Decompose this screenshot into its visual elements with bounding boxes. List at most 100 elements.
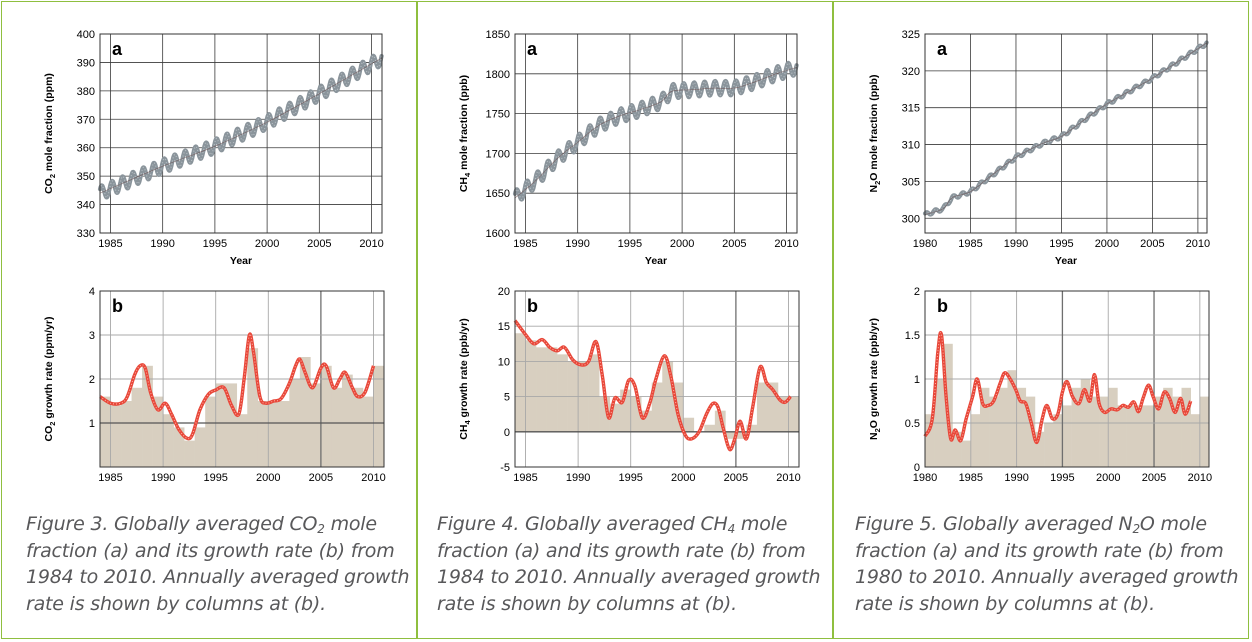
y-tick-label-15: 15: [498, 321, 510, 333]
x-tick-label-2000: 2000: [255, 238, 279, 250]
y-axis-label: N2O mole fraction (ppb): [868, 75, 882, 193]
x-tick-label-1980: 1980: [913, 472, 937, 484]
x-tick-label-1980: 1980: [913, 238, 937, 250]
growth-bar-2009: [1190, 414, 1201, 467]
panel-label: b: [527, 296, 538, 316]
y-tick-label-20: 20: [498, 286, 510, 298]
x-tick-label-2005: 2005: [309, 472, 333, 484]
x-tick-label-2010: 2010: [774, 238, 798, 250]
growth-bar-1998: [1089, 396, 1100, 467]
growth-bar-2006: [331, 387, 343, 467]
y-tick-label-315: 315: [902, 103, 920, 115]
x-tick-label-1995: 1995: [1049, 238, 1073, 250]
y-axis-label-sub: 2: [873, 181, 882, 185]
x-tick-label-1985: 1985: [958, 238, 982, 250]
growth-bar-2000: [1108, 387, 1118, 467]
growth-bar-1984: [515, 333, 526, 432]
growth-bar-1989: [1007, 370, 1017, 467]
growth-bar-2000: [268, 401, 280, 467]
growth-rate-dots: [99, 333, 374, 440]
growth-bar-2010: [788, 396, 800, 432]
y-axis-label-rest: mole fraction (ppb): [458, 75, 470, 173]
y-tick-label-390: 390: [77, 57, 95, 69]
growth-bar-1988: [998, 387, 1008, 467]
y-tick-label-1700: 1700: [486, 148, 510, 160]
growth-bar-1984: [961, 440, 972, 467]
growth-bar-1985: [525, 340, 537, 432]
growth-rate-series: [99, 332, 376, 441]
figure-3-caption-text: Figure 3. Globally averaged CO2 mole fra…: [26, 513, 410, 615]
x-tick-label-2000: 2000: [256, 472, 280, 484]
growth-bar-2004: [310, 383, 322, 467]
y-tick-label-320: 320: [902, 66, 920, 78]
growth-bar-1998: [247, 348, 259, 467]
ch4-mole-fraction-chart: 1985 1990 1995 2000 2005 2010 1600 1650 1700 1750…: [458, 29, 799, 267]
y-tick-label-300: 300: [902, 213, 920, 225]
growth-bar-2010: [1199, 396, 1210, 467]
growth-bar-2000: [683, 417, 695, 432]
growth-bar-1980: [925, 414, 935, 467]
y-axis-label-sub: 2: [873, 428, 882, 432]
y-tick-label-10: 10: [498, 356, 510, 368]
y-axis-label-main: CH: [458, 425, 470, 440]
growth-bar-2002: [1126, 405, 1137, 467]
x-tick-label-1990: 1990: [151, 472, 175, 484]
trend-line: [99, 57, 383, 194]
growth-bar-1987: [131, 387, 143, 467]
y-axis-label-main: N: [868, 432, 880, 440]
growth-bar-2005: [1154, 396, 1164, 467]
growth-bar-1986: [536, 347, 547, 432]
growth-bar-1991: [1025, 396, 1036, 467]
y-tick-label-2: 2: [89, 374, 95, 386]
y-axis-label-rest: mole fraction (ppm): [43, 73, 55, 174]
x-tick-label-2005: 2005: [1142, 472, 1166, 484]
column-divider-2: [832, 1, 834, 639]
x-tick-label-2000: 2000: [671, 472, 695, 484]
growth-bar-2001: [1117, 405, 1127, 467]
x-tick-label-1995: 1995: [618, 238, 642, 250]
x-tick-label-1990: 1990: [566, 472, 590, 484]
y-tick-label-370: 370: [77, 114, 95, 126]
figure-4-caption: Figure 4. Globally averaged CH4 mole fra…: [437, 511, 829, 617]
growth-bar-1993: [609, 403, 621, 432]
y-tick-label--5: -5: [500, 462, 510, 474]
y-tick-label-325: 325: [902, 29, 920, 41]
y-tick-label-0: 0: [504, 427, 510, 439]
growth-bar-1994: [205, 396, 217, 467]
y-tick-label-1: 1: [914, 374, 920, 386]
y-tick-label-1.5: 1.5: [905, 330, 920, 342]
plot-area: [515, 34, 797, 233]
annual-growth-bars: [100, 348, 385, 467]
y-axis-label-rest: O growth rate (ppb/yr): [868, 318, 880, 428]
mole-fraction-dots: [924, 42, 1208, 216]
growth-bar-2008: [352, 387, 364, 467]
y-axis-label-rest: growth rate (ppb/yr): [458, 318, 470, 420]
growth-bar-1996: [226, 383, 238, 467]
y-tick-label-340: 340: [77, 200, 95, 212]
growth-bar-1988: [142, 365, 153, 467]
y-tick-label-5: 5: [504, 392, 510, 404]
x-tick-label-1985: 1985: [98, 472, 122, 484]
x-tick-label-2010: 2010: [776, 472, 800, 484]
x-tick-label-2010: 2010: [1186, 238, 1210, 250]
y-tick-label-1800: 1800: [486, 69, 510, 81]
x-tick-label-2010: 2010: [1188, 472, 1212, 484]
growth-bar-1996: [1071, 387, 1082, 467]
growth-bar-1992: [184, 440, 195, 467]
growth-rate-dots: [924, 332, 1192, 443]
y-tick-label-1650: 1650: [486, 188, 510, 200]
y-axis-label: CH4 growth rate (ppb/yr): [458, 318, 472, 439]
y-axis-label-rest: growth rate (ppm/yr): [43, 317, 55, 422]
plot-frame: [514, 33, 798, 234]
growth-bar-1990: [1016, 387, 1027, 467]
y-axis-label: CO2 mole fraction (ppm): [43, 73, 57, 194]
growth-bar-1997: [651, 382, 663, 432]
growth-bar-1994: [1053, 414, 1063, 467]
x-tick-label-1990: 1990: [1004, 472, 1028, 484]
growth-bar-2002: [704, 424, 716, 432]
plot-frame: [99, 290, 385, 468]
growth-bar-1990: [163, 414, 174, 467]
observation-series: [922, 40, 1209, 217]
growth-bar-1995: [630, 396, 642, 432]
